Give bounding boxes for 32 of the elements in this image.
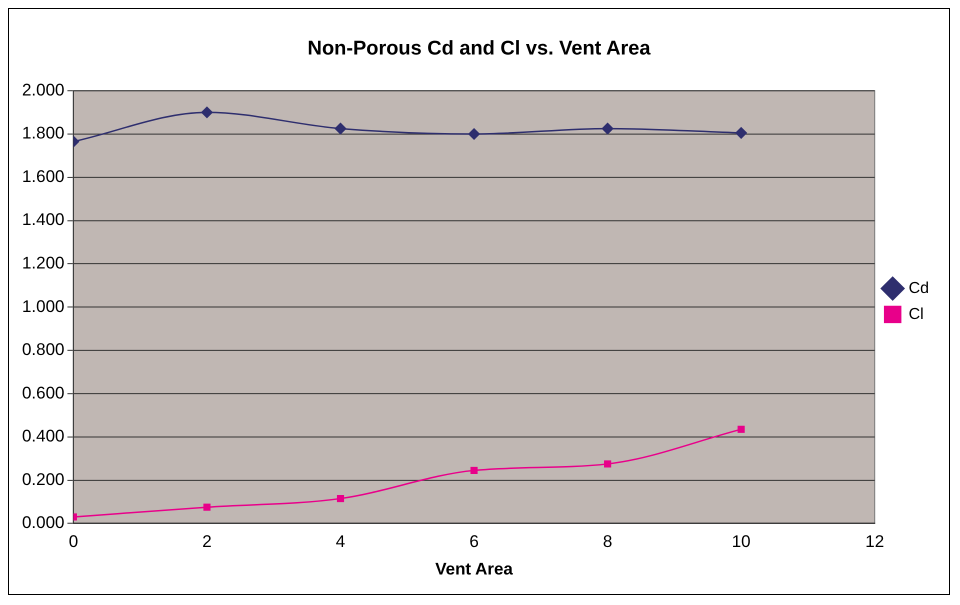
y-tick-label: 1.000 (22, 296, 64, 316)
point (738, 426, 745, 433)
point (604, 460, 612, 468)
point (201, 106, 213, 118)
point (602, 122, 614, 134)
y-tick-label: 1.400 (22, 210, 64, 230)
point (470, 466, 478, 474)
x-axis-title: Vent Area (435, 560, 514, 579)
x-tick-label: 10 (732, 532, 751, 552)
y-tick-label: 1.600 (22, 166, 64, 186)
point (468, 128, 480, 140)
y-tick-label: 0.200 (22, 470, 64, 489)
y-tick-label: 1.800 (22, 124, 64, 143)
legend-label: Cl (908, 306, 924, 323)
y-tick-label: 0.600 (22, 383, 64, 402)
x-tick-label: 4 (336, 532, 346, 552)
x-tick-label: 6 (469, 532, 479, 552)
y-tick-label: 0.800 (22, 340, 64, 360)
y-tick-label: 0.000 (22, 513, 64, 532)
x-tick-label: 0 (68, 532, 78, 552)
point (334, 122, 346, 134)
point (203, 504, 211, 511)
x-tick-label: 8 (602, 532, 612, 552)
legend-label: Cd (908, 280, 930, 297)
y-tick-label: 0.400 (22, 426, 64, 446)
chart-title: Non-Porous Cd and Cl vs. Vent Area (308, 37, 652, 60)
point (336, 494, 344, 502)
x-tick-label: 12 (865, 532, 884, 552)
x-tick-label: 2 (202, 532, 212, 552)
y-tick-label: 1.200 (22, 253, 64, 272)
point (735, 127, 747, 139)
y-tick-label: 2.000 (22, 80, 64, 100)
